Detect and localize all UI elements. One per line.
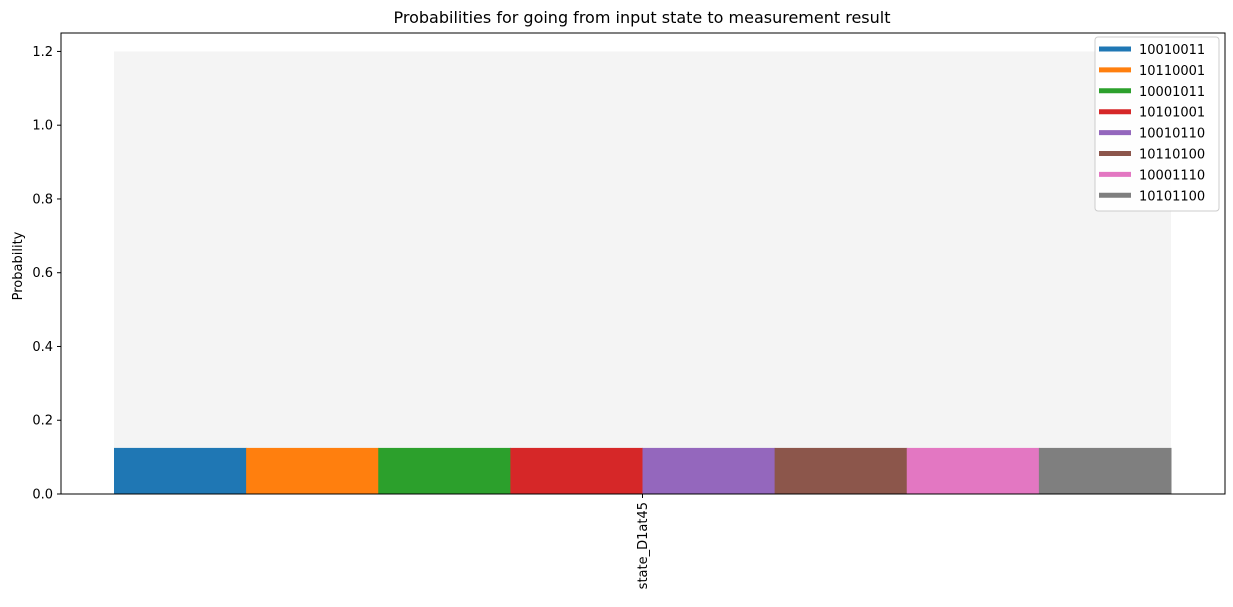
bar-10101100 bbox=[1038, 447, 1172, 494]
y-tick-label: 1.0 bbox=[32, 119, 53, 134]
y-tick-label: 0.8 bbox=[32, 192, 53, 207]
legend-label: 10010011 bbox=[1139, 43, 1205, 58]
y-axis-label: Probability bbox=[11, 231, 26, 300]
legend-label: 10101100 bbox=[1139, 189, 1205, 204]
bar-10001011 bbox=[378, 447, 511, 494]
legend-label: 10110100 bbox=[1139, 148, 1205, 163]
bar-10110001 bbox=[246, 447, 379, 494]
legend: 10010011 10110001 10001011 10101001 10010110… bbox=[1094, 36, 1220, 212]
x-tick-label: state_D1at45 bbox=[636, 502, 651, 589]
legend-label: 10101001 bbox=[1139, 106, 1205, 121]
legend-label: 10110001 bbox=[1139, 64, 1205, 79]
bar-10010110 bbox=[642, 447, 776, 494]
bar-10110100 bbox=[774, 447, 908, 494]
y-tick-label: 0.2 bbox=[32, 414, 53, 429]
background-bar bbox=[114, 51, 1171, 494]
y-tick-label: 0.6 bbox=[32, 266, 53, 281]
bar-10010011 bbox=[114, 447, 247, 494]
bar-10101001 bbox=[510, 447, 643, 494]
y-tick-label: 0.0 bbox=[32, 488, 53, 503]
legend-label: 10001110 bbox=[1139, 168, 1205, 183]
bar-10001110 bbox=[906, 447, 1040, 494]
legend-label: 10001011 bbox=[1139, 85, 1205, 100]
y-tick-label: 1.2 bbox=[32, 45, 53, 60]
legend-label: 10010110 bbox=[1139, 127, 1205, 142]
legend-box bbox=[1094, 36, 1220, 212]
y-tick-label: 0.4 bbox=[32, 340, 53, 355]
plot-area: 0.0 0.2 0.4 0.6 0.8 1.0 1.2 state_D1at45 bbox=[32, 32, 1226, 589]
chart-title: Probabilities for going from input state… bbox=[394, 8, 891, 27]
